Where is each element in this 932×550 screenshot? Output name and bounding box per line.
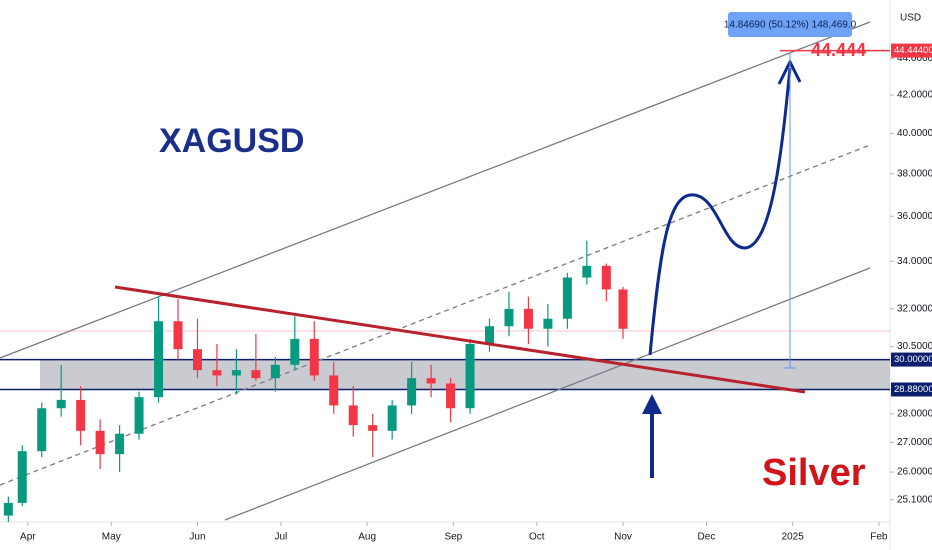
channel-lower xyxy=(224,267,871,521)
candle-body xyxy=(562,277,572,319)
candle-body xyxy=(270,364,280,379)
x-tick-label: May xyxy=(102,532,121,543)
price-marker-label: 30.00000 xyxy=(894,354,932,365)
candle-body xyxy=(582,265,592,278)
candle-body xyxy=(523,308,533,329)
candle-body xyxy=(115,433,125,455)
y-tick-label: 28.00000 xyxy=(897,408,932,419)
x-tick-label: 2025 xyxy=(782,532,805,543)
y-tick-label: 27.00000 xyxy=(897,437,932,448)
x-tick-label: Jul xyxy=(275,532,288,543)
y-tick-label: 38.00000 xyxy=(897,168,932,179)
trendline xyxy=(114,285,806,394)
candle-body xyxy=(543,318,553,329)
price-marker-label: 44.44400 xyxy=(894,45,932,56)
candle-body xyxy=(56,399,66,409)
candle-body xyxy=(134,397,144,434)
candle-body xyxy=(407,378,417,406)
chart-title: XAGUSD xyxy=(159,122,304,160)
price-marker-label: 28.88000 xyxy=(894,384,932,395)
candle-body xyxy=(173,321,183,350)
y-tick-label: 36.00000 xyxy=(897,211,932,222)
y-tick-label: 40.00000 xyxy=(897,128,932,139)
candle-body xyxy=(485,326,494,345)
candle-body xyxy=(192,349,202,371)
candle-body xyxy=(504,308,514,327)
candle-body xyxy=(309,338,319,376)
candle-body xyxy=(446,383,456,409)
channel-upper xyxy=(0,21,871,359)
x-tick-label: Feb xyxy=(870,532,888,543)
candle-body xyxy=(37,408,47,452)
candle-body xyxy=(618,289,628,329)
y-tick-label: 42.00000 xyxy=(897,90,932,101)
y-tick-label: 34.00000 xyxy=(897,256,932,267)
y-tick-label: 44.00000 xyxy=(897,53,932,64)
x-tick-label: Sep xyxy=(444,532,462,543)
x-tick-label: Oct xyxy=(529,532,545,543)
channel-middle xyxy=(0,144,871,486)
candle-body xyxy=(3,502,13,516)
measure-text: 14.84690 (50.12%) 148,469.0 xyxy=(724,20,857,31)
candle-body xyxy=(154,321,164,398)
y-tick-label: 32.00000 xyxy=(897,303,932,314)
candle-body xyxy=(465,344,475,409)
candle-body xyxy=(231,370,241,376)
candle-body xyxy=(17,451,27,503)
measure-box xyxy=(728,12,852,37)
price-marker xyxy=(891,382,932,397)
x-tick-label: Apr xyxy=(20,532,36,543)
candle-body xyxy=(76,399,86,431)
candle-body xyxy=(348,405,358,426)
candle-body xyxy=(290,338,300,365)
candle-body xyxy=(601,265,611,290)
x-tick-label: Dec xyxy=(698,532,716,543)
support-arrow-head xyxy=(642,394,662,414)
y-axis-label: USD xyxy=(900,13,921,24)
candle-body xyxy=(387,405,397,431)
candle-body xyxy=(95,430,105,455)
price-marker xyxy=(891,43,932,58)
x-tick-label: Jun xyxy=(189,532,205,543)
y-tick-label: 25.10000 xyxy=(897,494,932,505)
y-tick-label: 30.50000 xyxy=(897,341,932,352)
candle-body xyxy=(426,378,436,384)
candle-body xyxy=(329,375,339,406)
annotation: Silver xyxy=(762,452,866,494)
candle-body xyxy=(368,425,378,431)
price-marker xyxy=(891,352,932,367)
candle-body xyxy=(212,370,222,376)
x-tick-label: Nov xyxy=(614,532,632,543)
target-text: 44.444 xyxy=(811,40,866,60)
projection-path xyxy=(648,67,792,356)
y-tick-label: 26.00000 xyxy=(897,467,932,478)
candle-body xyxy=(251,370,261,379)
x-tick-label: Aug xyxy=(358,532,376,543)
